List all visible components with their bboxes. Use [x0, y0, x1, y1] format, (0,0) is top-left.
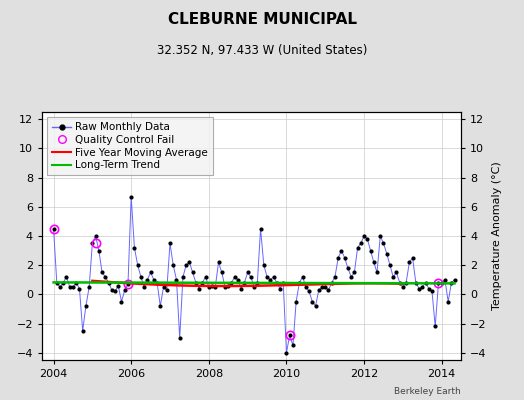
Text: 32.352 N, 97.433 W (United States): 32.352 N, 97.433 W (United States)	[157, 44, 367, 57]
Legend: Raw Monthly Data, Quality Control Fail, Five Year Moving Average, Long-Term Tren: Raw Monthly Data, Quality Control Fail, …	[47, 117, 213, 176]
Y-axis label: Temperature Anomaly (°C): Temperature Anomaly (°C)	[492, 162, 502, 310]
Text: Berkeley Earth: Berkeley Earth	[395, 387, 461, 396]
Text: CLEBURNE MUNICIPAL: CLEBURNE MUNICIPAL	[168, 12, 356, 27]
